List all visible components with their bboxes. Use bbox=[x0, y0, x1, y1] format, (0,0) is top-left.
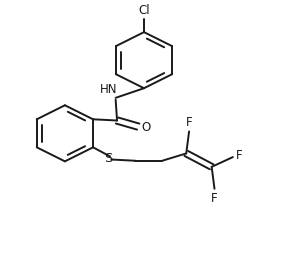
Text: O: O bbox=[142, 121, 151, 134]
Text: Cl: Cl bbox=[138, 4, 150, 17]
Text: F: F bbox=[211, 192, 218, 205]
Text: S: S bbox=[104, 152, 113, 165]
Text: F: F bbox=[186, 116, 192, 128]
Text: F: F bbox=[236, 149, 242, 162]
Text: HN: HN bbox=[100, 83, 117, 96]
